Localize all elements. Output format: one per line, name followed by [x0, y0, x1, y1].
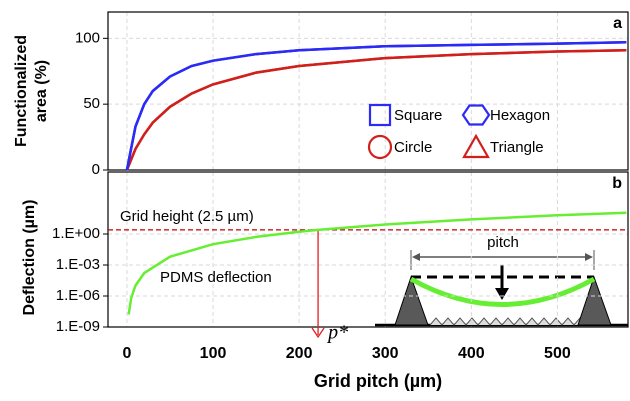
legend-label: Square: [394, 107, 442, 124]
x-tick-label: 200: [286, 345, 313, 362]
panel-label: b: [612, 175, 622, 192]
legend-label: Circle: [394, 139, 432, 156]
panel: 0 50 100 a Functionalized area (%) Square Hexag…: [13, 11, 629, 178]
pillar: [577, 275, 612, 326]
reference-label: Grid height (2.5 µm): [120, 208, 254, 225]
arrowhead: [412, 253, 420, 261]
y-tick-label: 1.E-09: [56, 318, 100, 335]
pillar: [394, 275, 429, 326]
x-tick-label: 300: [372, 345, 399, 362]
x-tick-label: 500: [544, 345, 571, 362]
membrane: [409, 276, 596, 307]
legend-marker: [462, 133, 490, 159]
plot-frame: [107, 11, 629, 171]
y-axis-label: area (%): [33, 60, 50, 122]
series-line: [125, 41, 627, 171]
y-tick-label: 1.E-06: [56, 287, 100, 304]
legend-marker: [368, 103, 392, 127]
force-arrowhead: [495, 288, 509, 300]
marker-label: p*: [326, 322, 348, 344]
y-axis-label: Deflection (µm): [21, 200, 38, 316]
x-tick-label: 0: [122, 345, 131, 362]
texture: [429, 317, 587, 326]
y-tick-label: 100: [75, 29, 100, 46]
inset-diagram: pitch: [375, 234, 628, 327]
series-label: PDMS deflection: [160, 269, 272, 286]
legend-marker: [367, 134, 393, 160]
plot-frame: [107, 171, 629, 328]
series-line: [125, 48, 627, 171]
pitch-label: pitch: [487, 234, 519, 251]
panel-label: a: [613, 15, 622, 32]
x-tick-label: 400: [458, 345, 485, 362]
marker-arrowhead: [311, 327, 325, 339]
legend-marker: [461, 104, 491, 126]
x-axis-label: Grid pitch (µm): [314, 371, 442, 391]
legend-label: Triangle: [490, 139, 544, 156]
pitch-label-bg: [478, 234, 528, 252]
y-axis-label: Functionalized: [13, 35, 30, 147]
panel: 0 100 200 300 400 500 1.E-09 1.E-06 1.E-03 1.E+00…: [21, 171, 629, 391]
y-tick-label: 1.E-03: [56, 256, 100, 273]
y-tick-label: 50: [83, 95, 100, 112]
x-tick-label: 100: [200, 345, 227, 362]
series-line: [127, 211, 627, 315]
series-line: [125, 48, 627, 171]
legend-label: Hexagon: [490, 107, 550, 124]
series-line: [125, 41, 627, 171]
arrowhead: [585, 253, 593, 261]
y-tick-label: 1.E+00: [52, 225, 100, 242]
y-tick-label: 0: [92, 161, 100, 178]
